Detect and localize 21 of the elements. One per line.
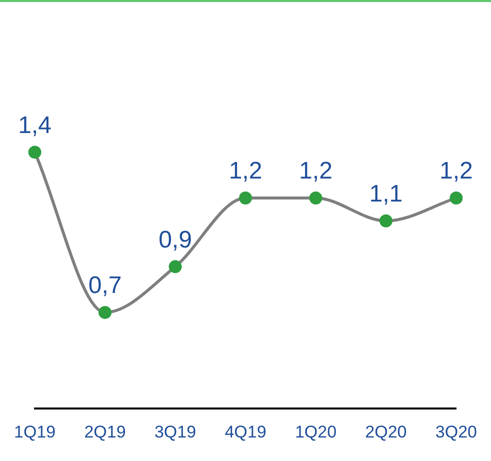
x-tick-label: 1Q20 (294, 422, 337, 442)
x-tick-label: 2Q19 (84, 422, 126, 442)
point (168, 260, 182, 274)
data-label: 1,2 (299, 158, 332, 185)
point (309, 192, 322, 204)
data-label: 1,1 (369, 180, 403, 208)
x-tick-label: 2Q20 (365, 422, 407, 442)
x-tick-label: 3Q19 (154, 422, 196, 442)
x-tick-label: 3Q20 (435, 422, 478, 442)
x-tick-label: 4Q19 (224, 422, 266, 442)
x-tick-label: 1Q19 (14, 422, 56, 442)
data-label: 0,7 (88, 272, 122, 300)
data-label: 0,9 (158, 226, 192, 254)
point (98, 306, 112, 319)
data-label: 1,4 (18, 112, 52, 139)
point (450, 192, 463, 204)
point (379, 214, 392, 228)
data-label: 1,2 (228, 158, 262, 185)
point (28, 146, 42, 159)
point (239, 192, 252, 204)
data-label: 1,2 (440, 158, 473, 185)
